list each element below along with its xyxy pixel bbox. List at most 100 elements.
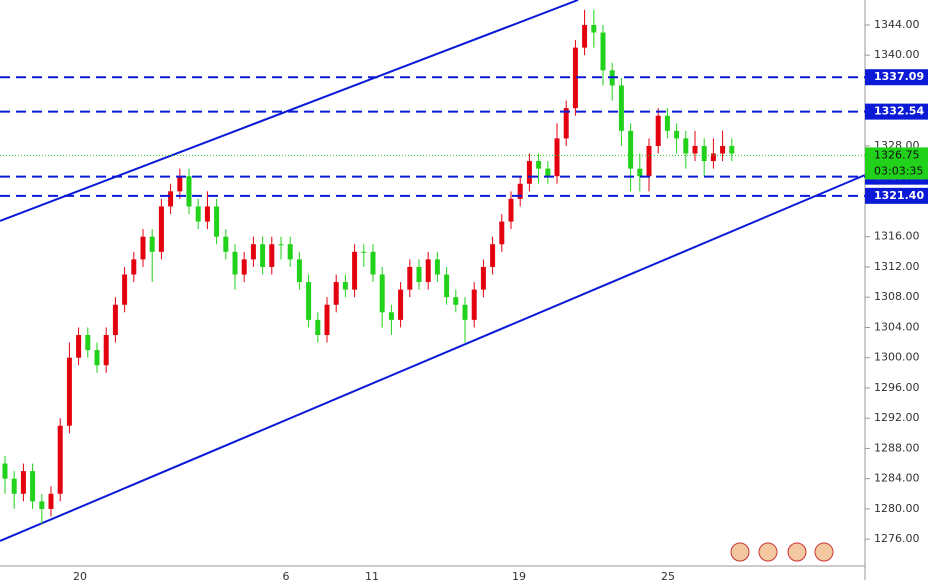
- candle-body: [250, 244, 256, 260]
- level-label-box: [865, 69, 928, 86]
- y-tick-label: 1288.00: [874, 441, 920, 454]
- candle-body: [416, 266, 422, 283]
- level-label: 1321.40: [874, 189, 924, 202]
- candle-body: [214, 206, 220, 237]
- candle-body: [204, 206, 210, 222]
- candle-body: [425, 259, 431, 283]
- candle-body: [517, 183, 523, 199]
- candle-body: [453, 297, 459, 305]
- candle-body: [655, 115, 661, 146]
- y-tick-label: 1280.00: [874, 502, 920, 515]
- y-tick-label: 1292.00: [874, 411, 920, 424]
- level-label-box: [865, 187, 928, 204]
- candle-body: [379, 274, 385, 313]
- candle-body: [480, 266, 486, 290]
- candle-body: [260, 244, 266, 267]
- candle-body: [352, 251, 358, 290]
- candle-body: [168, 191, 174, 207]
- y-tick-label: 1300.00: [874, 351, 920, 364]
- candle-body: [618, 85, 624, 131]
- candle-body: [388, 312, 394, 320]
- candle-body: [223, 236, 229, 252]
- current-price-label: 1326.75: [874, 148, 920, 161]
- candle-body: [361, 251, 367, 253]
- candle-body: [407, 266, 413, 290]
- candle-body: [434, 259, 440, 275]
- candle-body: [591, 24, 597, 33]
- trend-line-upper: [0, 0, 579, 222]
- candle-body: [628, 130, 634, 169]
- x-tick-label: 19: [512, 570, 526, 580]
- candle-body: [20, 471, 26, 494]
- x-tick-label: 20: [73, 570, 87, 580]
- candle-body: [287, 244, 293, 260]
- candle-body: [729, 145, 735, 154]
- candle-body: [563, 108, 569, 139]
- candle-body: [30, 471, 36, 502]
- candle-body: [664, 115, 670, 131]
- candle-body: [122, 274, 128, 305]
- candle-body: [342, 282, 348, 290]
- level-label: 1337.09: [874, 70, 924, 83]
- candle-body: [333, 282, 339, 305]
- candle-body: [315, 319, 321, 335]
- candle-body: [554, 138, 560, 177]
- candle-body: [186, 176, 192, 207]
- candle-body: [701, 145, 707, 162]
- candle-body: [637, 168, 643, 177]
- candle-body: [526, 161, 532, 184]
- candle-body: [444, 274, 450, 298]
- candle-body: [140, 236, 146, 260]
- candle-body: [85, 334, 91, 351]
- candle-body: [536, 161, 542, 169]
- candle-body: [149, 236, 155, 252]
- candle-body: [112, 304, 118, 335]
- level-label-box: [865, 103, 928, 120]
- y-tick-label: 1312.00: [874, 260, 920, 273]
- candle-body: [103, 334, 109, 366]
- candle-body: [177, 176, 183, 192]
- candle-body: [499, 221, 505, 245]
- candle-body: [57, 425, 63, 494]
- y-tick-label: 1340.00: [874, 48, 920, 61]
- candle-body: [306, 282, 312, 320]
- candle-body: [462, 304, 468, 320]
- candle-body: [545, 168, 551, 177]
- candle-body: [195, 206, 201, 222]
- y-tick-label: 1284.00: [874, 472, 920, 485]
- candle-body: [94, 350, 100, 366]
- candle-body: [490, 244, 496, 267]
- level-label: 1332.54: [874, 105, 924, 118]
- candle-body: [683, 138, 689, 154]
- candle-body: [370, 251, 376, 275]
- candle-body: [66, 357, 72, 426]
- candle-body: [2, 463, 8, 479]
- candle-body: [692, 145, 698, 154]
- y-tick-label: 1304.00: [874, 320, 920, 333]
- candle-body: [76, 334, 82, 358]
- y-tick-label: 1308.00: [874, 290, 920, 303]
- candle-body: [398, 289, 404, 320]
- candle-body: [674, 130, 680, 139]
- y-tick-label: 1276.00: [874, 532, 920, 545]
- y-tick-label: 1344.00: [874, 18, 920, 31]
- current-price-box: [865, 147, 928, 180]
- candle-body: [131, 259, 137, 275]
- candle-body: [508, 198, 514, 222]
- candle-body: [48, 493, 54, 509]
- candle-body: [600, 32, 606, 71]
- candle-body: [572, 47, 578, 109]
- candle-body: [269, 244, 275, 267]
- candle-body: [158, 206, 164, 252]
- candle-body: [39, 501, 45, 509]
- trend-line-lower: [0, 174, 866, 542]
- flags: [730, 542, 834, 562]
- x-tick-label: 11: [365, 570, 379, 580]
- candle-body: [11, 478, 17, 494]
- x-tick-label: 25: [661, 570, 675, 580]
- candle-body: [278, 244, 284, 246]
- countdown: 03:03:35: [874, 164, 923, 177]
- candle-body: [646, 145, 652, 177]
- candle-body: [710, 153, 716, 162]
